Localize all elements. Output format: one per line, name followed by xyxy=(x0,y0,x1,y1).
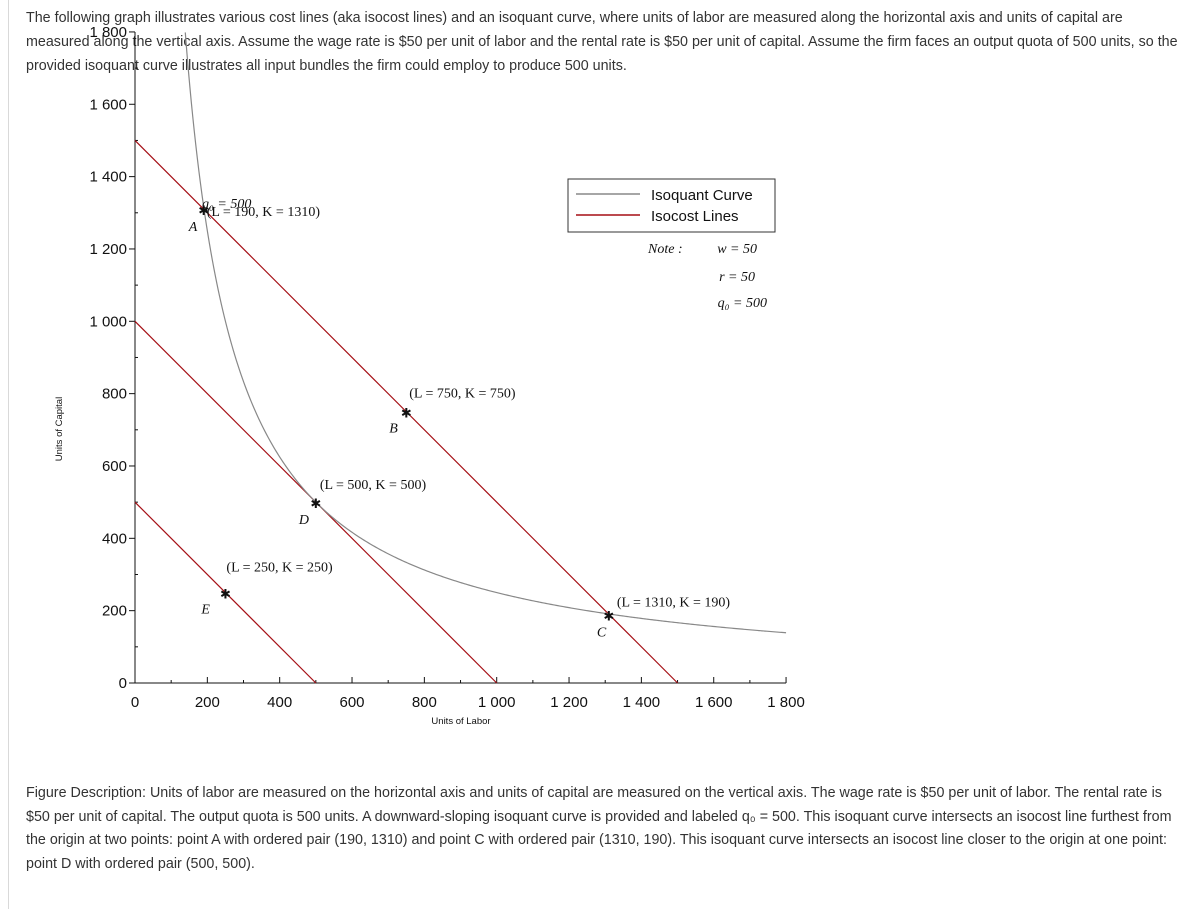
x-tick-label: 600 xyxy=(340,694,365,711)
x-tick-label: 1 000 xyxy=(478,694,516,711)
note-wage: w = 50 xyxy=(717,242,757,257)
isocost-line xyxy=(134,140,678,684)
x-tick-label: 800 xyxy=(412,694,437,711)
x-tick-label: 400 xyxy=(267,694,292,711)
y-tick-label: 400 xyxy=(102,530,127,547)
x-tick-label: 1 200 xyxy=(550,694,588,711)
intro-paragraph: The following graph illustrates various … xyxy=(26,10,1178,74)
isoquant-label: q₀ = 500 xyxy=(202,197,251,212)
figure-description: Figure Description: Units of labor are m… xyxy=(26,785,1172,872)
isocost-line xyxy=(134,501,317,684)
note-rental: r = 50 xyxy=(719,270,755,285)
y-tick-label: 1 600 xyxy=(89,96,127,113)
x-axis-title: Units of Labor xyxy=(431,716,490,727)
x-tick-label: 1 400 xyxy=(623,694,661,711)
point-marker-e: ✱ xyxy=(220,588,231,603)
y-axis-title: Units of Capital xyxy=(54,397,65,461)
point-marker-c: ✱ xyxy=(603,609,614,624)
point-coord-label-e: (L = 250, K = 250) xyxy=(226,561,333,576)
point-marker-a: ✱ xyxy=(198,204,209,219)
y-tick-label: 200 xyxy=(102,603,127,620)
note-label: Note : xyxy=(647,242,683,257)
series xyxy=(134,32,787,684)
point-coord-label-a: (L = 190, K = 1310) xyxy=(207,205,321,220)
x-tick-label: 200 xyxy=(195,694,220,711)
point-marker-b: ✱ xyxy=(401,407,412,422)
point-marker-d: ✱ xyxy=(310,497,321,512)
isoquant-curve xyxy=(184,32,787,634)
y-tick-label: 1 400 xyxy=(89,169,127,186)
point-letter-a: A xyxy=(188,220,198,235)
legend-label-isoquant: Isoquant Curve xyxy=(651,187,753,204)
x-tick-label: 1 800 xyxy=(767,694,805,711)
legend: Isoquant Curve Isocost Lines xyxy=(567,178,776,233)
point-letter-e: E xyxy=(200,603,210,618)
note-block: Note : w = 50 r = 50 q₀ = 500 xyxy=(647,242,767,311)
y-tick-label: 600 xyxy=(102,458,127,475)
point-letter-b: B xyxy=(389,422,398,437)
point-coord-label-c: (L = 1310, K = 190) xyxy=(617,595,731,610)
y-tick-label: 1 000 xyxy=(89,313,127,330)
y-tick-label: 1 800 xyxy=(89,24,127,41)
y-tick-label: 1 200 xyxy=(89,241,127,258)
point-letter-c: C xyxy=(597,625,607,640)
y-tick-label: 0 xyxy=(119,675,127,692)
annotations: ✱A(L = 190, K = 1310)✱B(L = 750, K = 750… xyxy=(188,204,731,640)
point-coord-label-d: (L = 500, K = 500) xyxy=(320,478,427,493)
x-tick-label: 1 600 xyxy=(695,694,733,711)
point-letter-d: D xyxy=(298,513,309,528)
note-quota: q₀ = 500 xyxy=(718,296,767,311)
point-coord-label-b: (L = 750, K = 750) xyxy=(409,387,516,402)
legend-box xyxy=(567,178,776,233)
axes: 0 200 400 600 800 1 000 1 200 1 400 1 600 1 800 0 2… xyxy=(89,24,804,711)
left-border-rule xyxy=(8,0,9,909)
legend-label-isocost: Isocost Lines xyxy=(651,208,739,225)
y-tick-label: 800 xyxy=(102,386,127,403)
x-tick-label: 0 xyxy=(131,694,139,711)
